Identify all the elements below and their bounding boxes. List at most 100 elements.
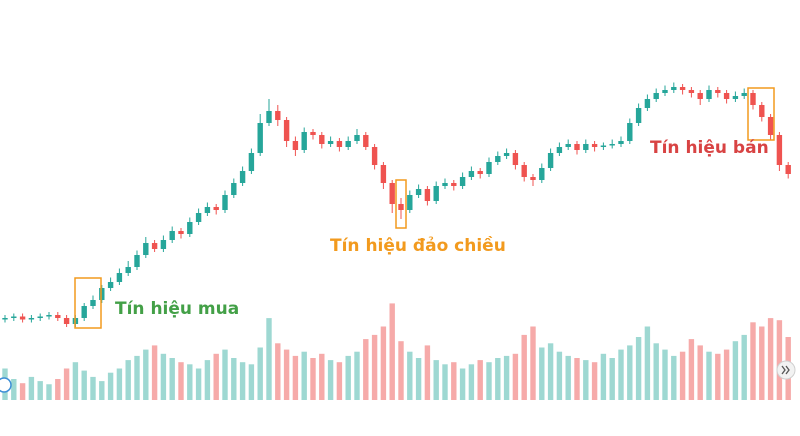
volume-bar xyxy=(662,349,668,400)
volume-bar xyxy=(618,349,624,400)
candle-body xyxy=(688,90,695,93)
highlight-box xyxy=(395,179,407,229)
candle-body xyxy=(723,93,730,99)
candle-body xyxy=(442,183,448,186)
logo-icon[interactable] xyxy=(0,377,12,393)
volume-bar xyxy=(609,358,615,400)
volume-bar xyxy=(591,362,598,400)
candle-body xyxy=(679,87,686,90)
candle-body xyxy=(266,111,272,123)
volume-bar xyxy=(424,345,431,400)
volume-bar xyxy=(72,362,79,400)
volume-bar xyxy=(574,358,580,400)
candle-body xyxy=(715,90,721,93)
candle-body xyxy=(750,93,756,105)
candle-body xyxy=(565,144,571,147)
candle-body xyxy=(451,183,457,186)
candle-body xyxy=(574,144,580,150)
candle-body xyxy=(785,165,791,174)
volume-bar xyxy=(336,362,343,400)
volume-bar xyxy=(239,362,246,400)
candle-body xyxy=(732,96,739,99)
volume-bar xyxy=(459,368,466,400)
candle-body xyxy=(90,300,96,306)
volume-bar xyxy=(213,353,219,400)
volume-bar xyxy=(222,349,228,400)
candle-body xyxy=(398,204,404,210)
candle-body xyxy=(380,165,387,183)
volume-bar xyxy=(231,358,237,400)
volume-bar xyxy=(442,364,448,400)
candle-body xyxy=(371,147,378,165)
volume-bar xyxy=(63,368,70,400)
volume-bar xyxy=(644,326,651,400)
scroll-button[interactable] xyxy=(776,360,796,380)
candle-body xyxy=(169,231,175,240)
candle-body xyxy=(759,105,765,117)
volume-bar xyxy=(697,345,703,400)
candle-body xyxy=(433,186,439,201)
volume-bar xyxy=(275,343,281,400)
candle-body xyxy=(46,315,52,317)
candle-body xyxy=(125,267,131,273)
volume-bar xyxy=(398,341,404,400)
volume-bar xyxy=(653,343,659,400)
volume-bar xyxy=(301,351,307,400)
candle-body xyxy=(160,240,167,249)
volume-bar xyxy=(706,351,712,400)
volume-bar xyxy=(37,381,43,400)
candle-body xyxy=(583,144,589,150)
candle-body xyxy=(187,222,193,234)
candle-body xyxy=(468,171,475,177)
volume-bar xyxy=(477,360,483,400)
volume-bar xyxy=(371,334,378,400)
candle-body xyxy=(644,99,651,108)
candle-body xyxy=(776,135,783,165)
volume-bar xyxy=(19,383,26,400)
volume-bar xyxy=(547,343,554,400)
volume-bar xyxy=(266,318,272,400)
volume-bar xyxy=(107,372,114,400)
volume-bar xyxy=(134,355,140,400)
candle-body xyxy=(107,282,114,288)
volume-bar xyxy=(750,322,756,400)
candle-body xyxy=(503,153,510,156)
candle-body xyxy=(706,90,712,99)
volume-bar xyxy=(204,360,211,400)
volume-bar xyxy=(283,349,290,400)
volume-bar xyxy=(407,351,413,400)
volume-bar xyxy=(310,358,316,400)
volume-bar xyxy=(319,353,325,400)
volume-bar xyxy=(81,370,87,400)
volume-bar xyxy=(116,368,123,400)
volume-bar xyxy=(741,334,747,400)
volume-bar xyxy=(627,345,633,400)
candle-body xyxy=(591,144,598,147)
volume-bar xyxy=(187,364,193,400)
candle-body xyxy=(539,168,545,180)
volume-bar xyxy=(486,362,492,400)
candle-body xyxy=(2,318,8,320)
candle-body xyxy=(283,120,290,141)
candle-body xyxy=(354,135,360,141)
volume-bar xyxy=(28,376,35,400)
volume-bar xyxy=(160,353,167,400)
candle-body xyxy=(213,207,219,210)
annotation: Tín hiệu đảo chiều xyxy=(330,235,506,256)
candle-body xyxy=(222,195,228,210)
candle-body xyxy=(195,213,202,222)
candle-body xyxy=(28,318,35,320)
volume-bar xyxy=(143,349,149,400)
volume-bar xyxy=(512,353,519,400)
volume-bar xyxy=(723,349,730,400)
highlight-box xyxy=(747,87,775,141)
volume-bar xyxy=(99,381,105,400)
volume-bar xyxy=(380,326,387,400)
volume-bar xyxy=(125,360,131,400)
candle-body xyxy=(19,316,26,320)
candle-body xyxy=(134,255,140,267)
volume-bar xyxy=(521,334,527,400)
candle-body xyxy=(310,132,316,135)
plot xyxy=(2,82,791,400)
